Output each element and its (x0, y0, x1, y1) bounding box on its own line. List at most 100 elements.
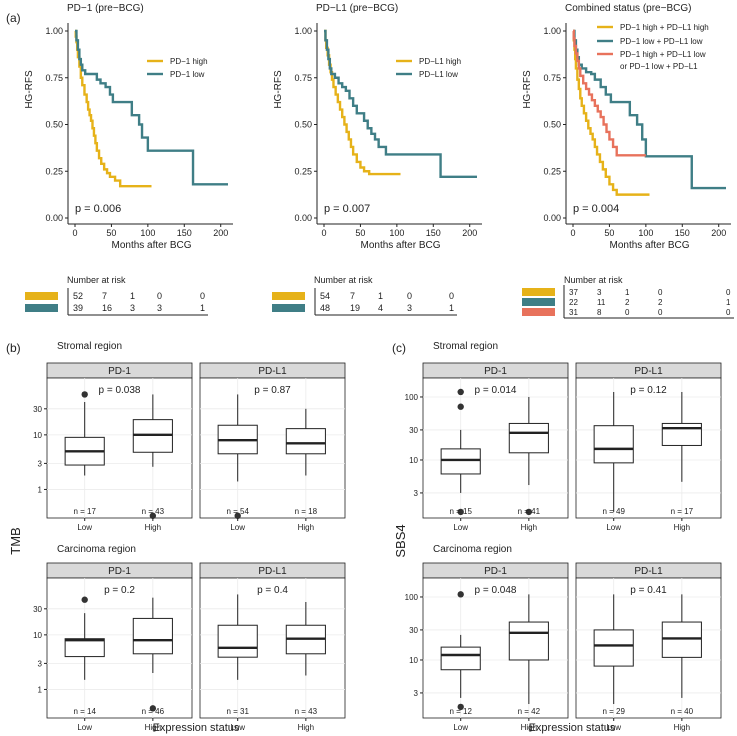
km-y-tick-label: 0.75 (543, 73, 561, 83)
box-high (508, 396, 549, 516)
n-label: n = 54 (226, 507, 249, 516)
region-title: Stromal region (57, 341, 122, 352)
box-panels: Stromal region 1 3 10 30 PD-1 n = 17 n = 43 p = … (8, 341, 722, 734)
km-x-tick-label: 100 (389, 228, 404, 238)
box-low (217, 394, 258, 519)
n-label: n = 14 (73, 707, 96, 716)
n-label: n = 17 (73, 507, 96, 516)
km-ylabel: HG-RFS (273, 70, 284, 109)
km-x-tick-label: 50 (604, 228, 614, 238)
box-x-tick-label: Low (77, 723, 92, 732)
km-x-tick-label: 100 (140, 228, 155, 238)
box-y-tick-label: 30 (33, 605, 42, 614)
risk-count: 3 (597, 288, 602, 297)
facet-strip-label: PD-1 (484, 566, 507, 577)
km-x-tick-label: 150 (177, 228, 192, 238)
box-facet-pd-1: PD-1 n = 17 n = 43 p = 0.038 (46, 362, 193, 519)
box-x-tick-label: Low (453, 723, 468, 732)
region-title: Stromal region (433, 341, 498, 352)
km-legend-label: or PD−1 low + PD−L1 (620, 62, 698, 71)
km-curve-1 (324, 29, 401, 176)
risk-count: 2 (658, 298, 663, 307)
box-iqr (593, 629, 634, 667)
box-iqr (593, 425, 634, 464)
box-xlabel: Expression status (529, 722, 616, 734)
outlier-point (81, 596, 88, 603)
box-iqr (64, 638, 105, 658)
box-y-tick-label: 3 (414, 689, 419, 698)
km-curve-3 (572, 29, 646, 157)
outlier-point (234, 512, 241, 519)
km-x-tick-label: 150 (675, 228, 690, 238)
box-x-tick-label: Low (606, 523, 621, 532)
risk-count: 0 (449, 291, 454, 301)
km-x-tick-label: 50 (106, 228, 116, 238)
facet-strip-label: PD-L1 (258, 566, 287, 577)
km-xlabel: Months after BCG (609, 240, 689, 251)
box-y-tick-label: 10 (33, 631, 42, 640)
box-iqr (440, 448, 481, 475)
risk-row-color-key (522, 288, 555, 296)
km-y-tick-label: 0.00 (543, 213, 561, 223)
km-y-tick-label: 0.75 (294, 73, 312, 83)
risk-table-title: Number at risk (67, 275, 126, 285)
box-y-tick-label: 30 (409, 626, 418, 635)
risk-table-title: Number at risk (314, 275, 373, 285)
km-y-tick-label: 0.75 (45, 73, 63, 83)
box-iqr (285, 428, 326, 455)
n-label: n = 40 (671, 707, 694, 716)
box-x-tick-label: Low (453, 523, 468, 532)
risk-count: 1 (378, 291, 383, 301)
box-facet-pd-1: PD-1 n = 15 n = 41 p = 0.014 (422, 362, 569, 519)
km-x-tick-label: 0 (321, 228, 326, 238)
n-label: n = 46 (142, 707, 165, 716)
box-high (285, 408, 326, 476)
n-label: n = 41 (518, 507, 541, 516)
risk-count: 3 (130, 303, 135, 313)
km-y-tick-label: 1.00 (45, 26, 63, 36)
box-x-tick-label: High (298, 523, 314, 532)
km-legend-label: PD−1 high + PD−L1 high (620, 23, 709, 32)
n-label: n = 49 (602, 507, 625, 516)
box-panel-b: Stromal region 1 3 10 30 PD-1 n = 17 n = 43 p = … (8, 341, 346, 734)
km-y-tick-label: 0.25 (45, 166, 63, 176)
facet-p-value: p = 0.2 (104, 585, 135, 596)
box-x-tick-label: Low (77, 523, 92, 532)
risk-count: 0 (407, 291, 412, 301)
box-iqr (508, 621, 549, 661)
facet-p-value: p = 0.014 (475, 385, 517, 396)
km-panels: PD−1 (pre−BCG) HG-RFS 0.00 0.25 0.50 0.75 1.00… (24, 3, 734, 319)
risk-count: 31 (569, 308, 578, 317)
n-label: n = 15 (449, 507, 472, 516)
km-legend-label: PD−1 high + PD−L1 low (620, 50, 706, 59)
box-x-tick-label: High (145, 523, 161, 532)
km-x-tick-label: 0 (72, 228, 77, 238)
box-iqr (440, 646, 481, 671)
risk-row-color-key (272, 292, 305, 300)
km-p-value: p = 0.006 (75, 203, 121, 215)
n-label: n = 43 (295, 707, 318, 716)
box-x-tick-label: Low (230, 723, 245, 732)
risk-table-title: Number at risk (564, 275, 623, 285)
box-y-tick-label: 30 (409, 426, 418, 435)
risk-count: 16 (102, 303, 112, 313)
box-x-tick-label: High (145, 723, 161, 732)
km-xlabel: Months after BCG (111, 240, 191, 251)
risk-count: 0 (157, 291, 162, 301)
box-facet-pd-l1: PD-L1 n = 54 n = 18 p = 0.87 (199, 362, 346, 519)
box-iqr (661, 422, 702, 446)
facet-p-value: p = 0.41 (630, 585, 667, 596)
risk-count: 37 (569, 288, 578, 297)
risk-count: 7 (102, 291, 107, 301)
km-x-tick-label: 200 (213, 228, 228, 238)
km-curve-2 (75, 29, 228, 186)
km-y-tick-label: 0.00 (45, 213, 63, 223)
outlier-point (457, 388, 464, 396)
box-y-tick-label: 30 (33, 405, 42, 414)
box-ylabel: SBS4 (393, 524, 408, 557)
km-y-tick-label: 0.50 (294, 120, 312, 130)
box-facet-pd-1: PD-1 n = 12 n = 42 p = 0.048 (422, 562, 569, 719)
risk-count: 7 (350, 291, 355, 301)
region-title: Carcinoma region (433, 544, 512, 555)
box-x-tick-label: High (674, 723, 690, 732)
